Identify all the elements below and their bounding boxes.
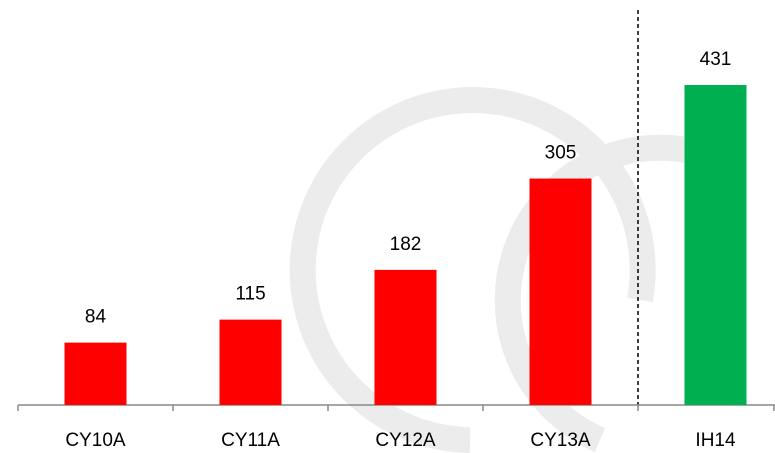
value-label: 305 — [545, 143, 577, 164]
watermark-arc — [289, 87, 656, 453]
x-tick-label: CY11A — [221, 430, 280, 451]
bar — [374, 269, 437, 405]
value-label: 84 — [85, 307, 107, 328]
x-tick-label: CY10A — [65, 430, 126, 451]
bar — [219, 319, 282, 405]
value-label: 182 — [390, 234, 422, 255]
x-tick-label: IH14 — [695, 430, 736, 451]
bar — [684, 85, 747, 405]
value-label: 431 — [700, 49, 732, 70]
x-tick-label: CY13A — [530, 430, 591, 451]
value-label: 115 — [235, 284, 265, 305]
bar — [64, 342, 127, 405]
bar — [529, 178, 592, 405]
watermark — [289, 87, 726, 453]
x-tick-label: CY12A — [375, 430, 436, 451]
